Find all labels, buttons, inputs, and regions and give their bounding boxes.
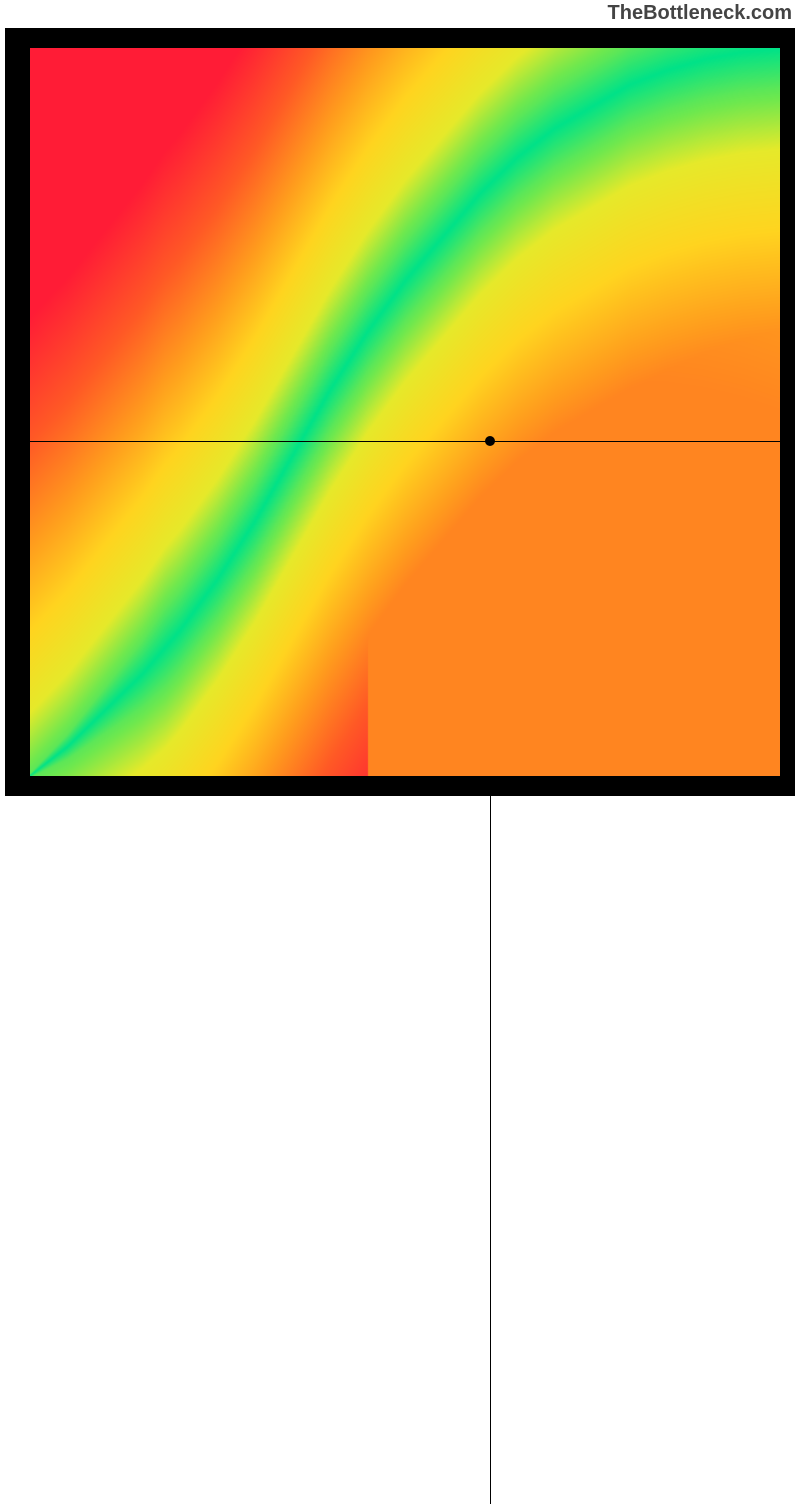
attribution-text: TheBottleneck.com	[608, 2, 792, 25]
chart-plot-area	[30, 48, 780, 776]
crosshair-vertical	[490, 776, 491, 1504]
chart-container: TheBottleneck.com	[0, 0, 800, 800]
crosshair-horizontal	[30, 441, 780, 442]
target-point	[485, 436, 495, 446]
chart-outer-frame	[5, 28, 795, 796]
bottleneck-heatmap	[30, 48, 780, 776]
